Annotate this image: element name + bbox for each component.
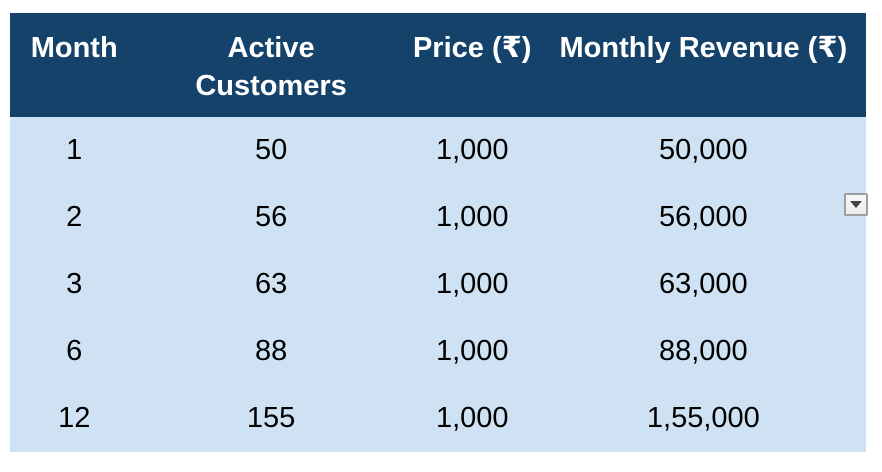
table-row: 1 50 1,000 50,000 bbox=[10, 117, 866, 184]
table-body: 1 50 1,000 50,000 2 56 1,000 56,000 3 63… bbox=[10, 117, 866, 452]
cell-monthly-revenue: 50,000 bbox=[658, 134, 748, 166]
triangle-down-icon bbox=[850, 201, 862, 208]
column-header-month-label: Month bbox=[30, 32, 118, 64]
cell-price: 1,000 bbox=[435, 134, 509, 166]
cell-price: 1,000 bbox=[435, 201, 509, 233]
column-header-monthly-revenue-label: Monthly Revenue (₹) bbox=[559, 32, 848, 64]
cell-active-customers: 56 bbox=[254, 201, 288, 233]
cell-active-customers: 88 bbox=[254, 335, 288, 367]
cell-monthly-revenue: 1,55,000 bbox=[646, 402, 760, 434]
dropdown-arrow-button[interactable] bbox=[844, 193, 868, 216]
cell-active-customers: 63 bbox=[254, 268, 288, 300]
cell-price: 1,000 bbox=[435, 402, 509, 434]
cell-month: 12 bbox=[58, 402, 91, 434]
revenue-table: Month Active Customers Price (₹) Monthly… bbox=[10, 13, 866, 452]
cell-month: 2 bbox=[66, 201, 83, 233]
cell-month: 1 bbox=[66, 134, 83, 166]
column-header-price-label: Price (₹) bbox=[412, 32, 532, 64]
cell-monthly-revenue: 88,000 bbox=[658, 335, 748, 367]
cell-month: 6 bbox=[66, 335, 83, 367]
column-header-month: Month bbox=[10, 13, 138, 117]
table-row: 12 155 1,000 1,55,000 bbox=[10, 385, 866, 452]
cell-monthly-revenue: 63,000 bbox=[658, 268, 748, 300]
cell-price: 1,000 bbox=[435, 268, 509, 300]
column-header-monthly-revenue: Monthly Revenue (₹) bbox=[541, 13, 866, 117]
cell-price: 1,000 bbox=[435, 335, 509, 367]
table-row: 3 63 1,000 63,000 bbox=[10, 251, 866, 318]
column-header-active-customers-label: Active Customers bbox=[195, 32, 347, 102]
cell-active-customers: 50 bbox=[254, 134, 288, 166]
cell-month: 3 bbox=[66, 268, 83, 300]
table-row: 2 56 1,000 56,000 bbox=[10, 184, 866, 251]
column-header-active-customers: Active Customers bbox=[138, 13, 403, 117]
cell-monthly-revenue: 56,000 bbox=[658, 201, 748, 233]
table-header-row: Month Active Customers Price (₹) Monthly… bbox=[10, 13, 866, 117]
cell-active-customers: 155 bbox=[246, 402, 296, 434]
table-row: 6 88 1,000 88,000 bbox=[10, 318, 866, 385]
column-header-price: Price (₹) bbox=[404, 13, 541, 117]
